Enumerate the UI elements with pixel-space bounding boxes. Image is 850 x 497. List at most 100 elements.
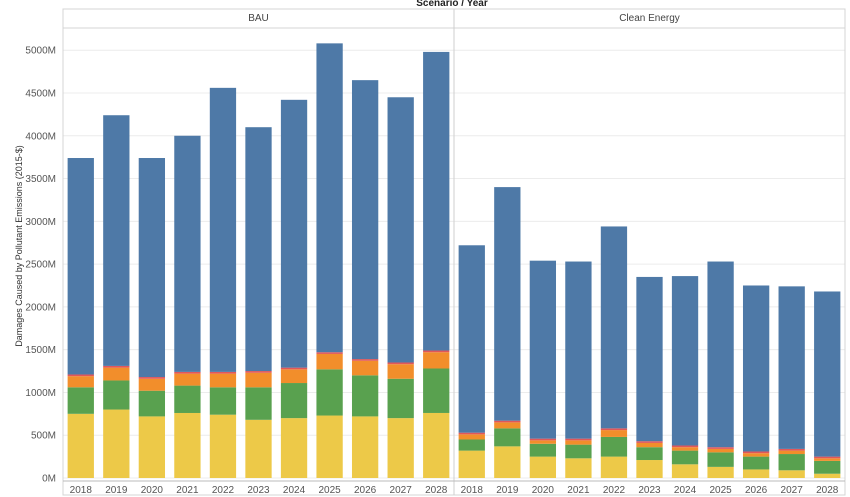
bar-segment [387, 418, 414, 478]
bar-segment [458, 439, 485, 451]
bar-segment [565, 458, 592, 478]
chart-title: Scenario / Year [416, 0, 488, 9]
y-tick-label: 5000M [25, 46, 56, 57]
bar-segment [280, 369, 308, 384]
bar-segment [707, 452, 734, 467]
y-tick-label: 4500M [25, 88, 56, 99]
bar-segment [636, 460, 663, 478]
bar-segment [245, 387, 272, 420]
x-tick-label: 2027 [781, 485, 804, 496]
bar-segment [742, 451, 770, 454]
x-tick-label: 2025 [318, 485, 341, 496]
bar-segment [565, 261, 592, 439]
panel: Clean Energy 2018 2019 2020 2021 2022 2023 2024… [453, 9, 841, 496]
bar-segment [423, 368, 450, 413]
bar-segment [494, 422, 521, 429]
bar-segment [387, 362, 414, 365]
bar-segment [742, 469, 770, 478]
bar-segment [138, 378, 166, 391]
y-tick-label: 1500M [25, 345, 56, 356]
bar-segment [316, 352, 343, 354]
bar-segment [103, 115, 130, 366]
bar-segment [707, 261, 734, 448]
bar-segment [280, 367, 308, 370]
x-tick-label: 2025 [709, 485, 732, 496]
bar-segment [387, 364, 414, 379]
bar-segment [280, 418, 308, 478]
bar-segment [529, 456, 557, 478]
bar-segment [636, 441, 663, 443]
bar-segment [814, 458, 841, 461]
panel-title: BAU [248, 13, 269, 24]
y-tick-label: 3500M [25, 174, 56, 185]
bar-segment [351, 360, 379, 376]
bar-segment [351, 80, 379, 360]
bar-segment [67, 158, 94, 375]
bar-segment [423, 412, 450, 478]
bar-segment [494, 446, 521, 478]
bar-segment [778, 470, 805, 478]
bar-segment [671, 447, 699, 451]
bar-segment [671, 445, 699, 448]
x-tick-label: 2024 [283, 485, 306, 496]
bar-segment [174, 412, 201, 478]
bar-segment [138, 158, 166, 378]
bar-segment [387, 97, 414, 363]
bar-segment [671, 276, 699, 446]
bar-segment [209, 87, 237, 372]
panel-title: Clean Energy [619, 13, 680, 24]
x-tick-label: 2020 [141, 485, 164, 496]
bar-segment [458, 245, 485, 433]
bar-segment [529, 438, 557, 441]
bar-segment [316, 369, 343, 416]
bar-segment [458, 434, 485, 440]
x-tick-label: 2020 [532, 485, 555, 496]
x-tick-label: 2026 [354, 485, 377, 496]
bar-segment [671, 464, 699, 478]
x-tick-label: 2019 [496, 485, 519, 496]
bar-segment [529, 260, 557, 439]
bar-segment [423, 350, 450, 353]
y-tick-label: 3000M [25, 217, 56, 228]
y-tick-label: 4000M [25, 131, 56, 142]
bar-segment [636, 276, 663, 442]
bar-segment [103, 367, 130, 381]
bar-segment [671, 450, 699, 465]
x-tick-label: 2023 [638, 485, 661, 496]
bar-segment [742, 453, 770, 457]
x-tick-label: 2027 [390, 485, 413, 496]
bar-segment [600, 428, 628, 431]
bar-segment [494, 187, 521, 421]
bar-segment [138, 390, 166, 417]
bar-segment [174, 385, 201, 413]
bar-segment [458, 432, 485, 435]
bar-segment [778, 450, 805, 455]
bar-segment [103, 409, 130, 478]
bar-segment [565, 444, 592, 459]
bar-segment [636, 447, 663, 461]
bar-segment [103, 365, 130, 368]
bar-segment [814, 291, 841, 457]
bar-segment [387, 378, 414, 419]
x-tick-label: 2023 [247, 485, 270, 496]
y-tick-label: 500M [31, 431, 56, 442]
x-tick-label: 2018 [70, 485, 93, 496]
bar-segment [351, 375, 379, 417]
bar-segment [707, 466, 734, 478]
bar-segment [245, 371, 272, 373]
bar-segment [814, 456, 841, 459]
bar-segment [316, 353, 343, 370]
bar-segment [280, 383, 308, 419]
x-tick-label: 2021 [176, 485, 199, 496]
y-tick-label: 0M [42, 474, 56, 485]
bar-segment [67, 387, 94, 414]
bar-segment [778, 454, 805, 471]
y-tick-label: 1000M [25, 388, 56, 399]
bar-segment [103, 380, 130, 410]
bar-segment [423, 51, 450, 351]
y-tick-label: 2500M [25, 260, 56, 271]
x-tick-label: 2028 [425, 485, 448, 496]
bar-segment [814, 460, 841, 474]
bar-segment [209, 414, 237, 478]
